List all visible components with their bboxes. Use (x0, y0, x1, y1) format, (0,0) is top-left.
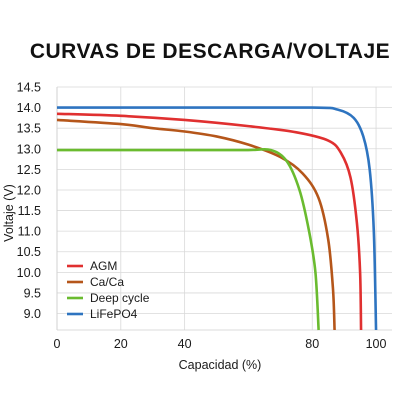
y-tick-label: 9.5 (24, 286, 41, 300)
x-tick-label: 0 (54, 337, 61, 351)
x-tick-label: 80 (305, 337, 319, 351)
y-tick-label: 10.5 (17, 245, 41, 259)
legend-label-agm: AGM (90, 259, 117, 273)
y-tick-label: 11.5 (18, 204, 41, 218)
y-tick-label: 12.0 (17, 183, 41, 197)
y-tick-label: 10.0 (17, 266, 41, 280)
x-tick-label: 100 (366, 337, 387, 351)
y-tick-label: 13.0 (17, 142, 41, 156)
legend: AGM Ca/Ca Deep cycle LiFePO4 (67, 259, 150, 321)
x-axis-label: Capacidad (%) (179, 358, 262, 372)
y-axis-label: Voltaje (V) (2, 184, 16, 242)
axes: 9.0 9.5 10.0 10.5 11.0 11.5 12.0 12.5 13.0 13.5 14… (17, 81, 392, 351)
x-tick-label: 40 (178, 337, 192, 351)
y-tick-label: 11.0 (18, 225, 41, 239)
series-line-lifepo4 (57, 106, 378, 331)
y-tick-label: 12.5 (17, 163, 41, 177)
series-line-agm (56, 112, 363, 331)
series-lines (56, 106, 378, 331)
series-line-deep-cycle (56, 147, 320, 331)
chart-title: CURVAS DE DESCARGA/VOLTAJE (30, 40, 390, 63)
legend-label-ca-ca: Ca/Ca (90, 275, 124, 289)
y-tick-label: 9.0 (24, 307, 41, 321)
legend-label-deep-cycle: Deep cycle (90, 291, 150, 305)
y-tick-label: 14.0 (17, 101, 41, 115)
y-tick-label: 14.5 (17, 81, 41, 95)
legend-label-lifepo4: LiFePO4 (90, 307, 138, 321)
x-tick-label: 20 (114, 337, 128, 351)
y-tick-label: 13.5 (17, 122, 41, 136)
